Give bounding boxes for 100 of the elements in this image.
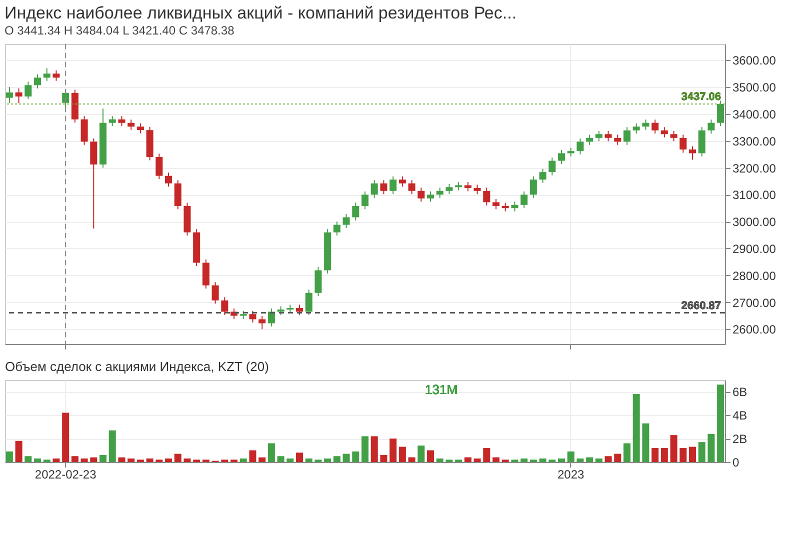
bar: [390, 438, 397, 462]
candlestick: [408, 180, 416, 195]
y-tick-label: 2700.00: [732, 296, 776, 310]
y-tick-label: 3000.00: [732, 215, 776, 230]
candlestick: [24, 81, 32, 100]
candlestick: [136, 122, 144, 134]
bar: [567, 451, 574, 462]
bar: [128, 458, 135, 462]
bar: [539, 458, 546, 462]
y-tick-label: 2B: [732, 432, 748, 446]
bar: [324, 458, 332, 462]
bar: [24, 456, 32, 462]
candlestick: [398, 176, 406, 188]
x-tick-label: 2022-02-23: [34, 468, 97, 482]
bar: [108, 430, 116, 462]
candlestick: [642, 119, 650, 130]
candlestick: [548, 157, 556, 176]
bar: [277, 456, 284, 462]
candlestick: [80, 116, 88, 146]
bar: [174, 454, 182, 462]
bar: [6, 451, 13, 462]
candlestick: [174, 180, 182, 210]
bar: [464, 457, 472, 462]
candlestick: [652, 119, 659, 134]
x-tick-label: 2023: [557, 468, 585, 482]
bar: [305, 458, 312, 462]
candlestick: [90, 138, 98, 230]
bar: [268, 443, 275, 462]
candlestick: [698, 126, 706, 157]
candlestick: [539, 168, 546, 184]
candlestick: [156, 153, 163, 180]
candlestick: [380, 180, 388, 195]
candlestick: [333, 221, 340, 236]
candlestick: [680, 134, 687, 154]
candlestick: [342, 214, 350, 229]
y-tick-label: 3300.00: [732, 134, 776, 148]
bar: [520, 458, 528, 462]
candlestick: [370, 180, 378, 198]
y-tick-label: 4B: [732, 408, 748, 423]
candlestick: [212, 282, 219, 304]
bar: [52, 458, 60, 462]
ref-line-label: 2660.87: [681, 300, 721, 312]
bar: [558, 458, 565, 462]
candlestick: [268, 308, 275, 328]
bar: [642, 423, 650, 462]
y-tick-label: 0: [732, 456, 740, 470]
candlestick: [708, 119, 715, 134]
bar: [660, 448, 668, 462]
candlestick: [118, 116, 126, 127]
bar: [418, 446, 425, 462]
bar: [146, 458, 154, 462]
y-tick-label: 3400.00: [732, 107, 776, 122]
bar: [492, 457, 500, 462]
candlestick: [614, 134, 622, 146]
bar: [474, 458, 481, 462]
bar: [623, 443, 630, 462]
candlestick: [361, 190, 369, 210]
candlestick: [352, 202, 360, 221]
bar: [408, 457, 416, 462]
candlestick: [202, 259, 210, 290]
candlestick: [426, 190, 434, 202]
bar: [483, 448, 490, 462]
candlestick: [670, 130, 678, 142]
candlestick: [52, 70, 60, 82]
chart-title: Объем сделок с акциями Индекса, KZT (20): [5, 359, 269, 374]
candlestick: [530, 176, 537, 198]
bar: [670, 435, 678, 462]
candlestick: [108, 116, 116, 127]
chart-title: Индекс наиболее ликвидных акций - компаний резидентов Рес...: [4, 4, 517, 22]
candlestick: [632, 122, 640, 134]
bar: [708, 434, 715, 462]
bar: [296, 452, 304, 462]
bar: [165, 458, 172, 462]
bar: [258, 457, 266, 462]
y-tick-label: 3500.00: [732, 80, 776, 95]
bar: [352, 451, 360, 462]
annotation: 131M: [425, 382, 458, 397]
candlestick: [688, 146, 696, 160]
bar: [333, 456, 340, 462]
candlestick: [474, 184, 481, 195]
bar: [604, 456, 612, 462]
candlestick: [43, 68, 50, 82]
y-tick-label: 2800.00: [732, 268, 776, 283]
bar: [698, 442, 706, 462]
y-tick-label: 2900.00: [732, 242, 776, 256]
candlestick: [623, 126, 630, 146]
bar: [426, 450, 434, 462]
candlestick: [418, 187, 425, 202]
candlestick: [604, 130, 612, 142]
candlestick: [128, 119, 135, 130]
y-tick-label: 3100.00: [732, 188, 776, 202]
bar: [342, 454, 350, 462]
bar: [34, 458, 42, 462]
candlestick: [221, 296, 228, 316]
chart-subtitle: O 3441.34 H 3484.04 L 3421.40 C 3478.38: [4, 24, 235, 38]
bar: [436, 458, 444, 462]
bar: [15, 440, 22, 462]
bar: [576, 458, 584, 462]
candlestick: [464, 182, 472, 192]
candlestick: [314, 266, 322, 297]
